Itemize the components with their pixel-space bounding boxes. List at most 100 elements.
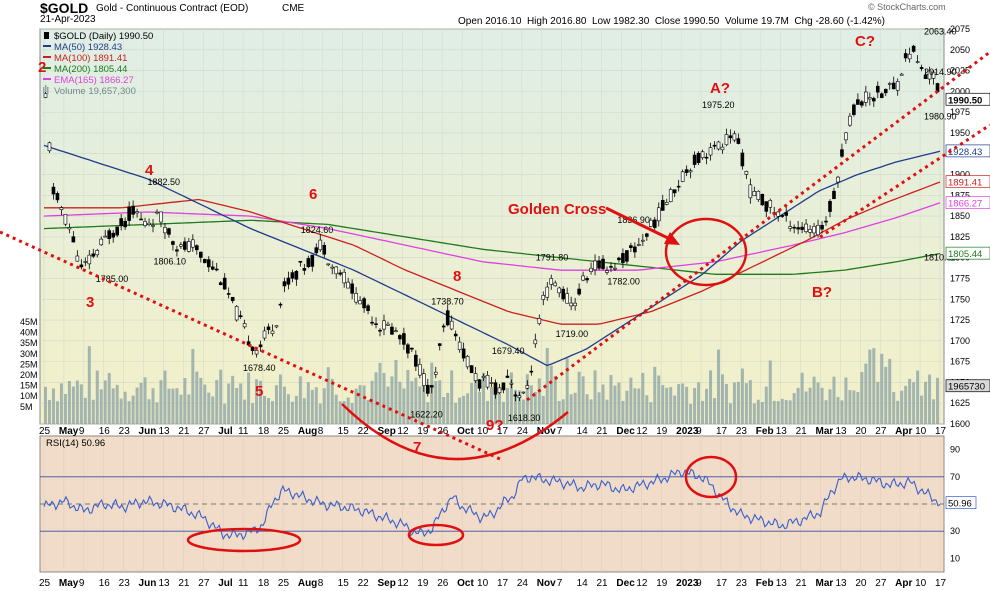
volume-bar	[736, 381, 740, 424]
volume-bar	[406, 369, 410, 424]
price-axis-tick: 1600	[950, 419, 970, 429]
candle-body	[370, 321, 374, 324]
volume-bar	[458, 397, 462, 424]
volume-bar	[318, 403, 322, 424]
candle-body	[75, 255, 80, 262]
price-axis-tick: 1775	[950, 273, 970, 283]
x-axis-tick: 13	[776, 426, 788, 437]
volume-bar	[876, 381, 880, 424]
ma200-line	[43, 219, 941, 275]
volume-bar	[179, 394, 183, 424]
volume-bar	[442, 396, 446, 424]
price-axis-tick: 1975	[950, 107, 970, 117]
rsi-x-axis-tick: 21	[796, 578, 808, 589]
x-axis-tick: 10	[477, 426, 489, 437]
volume-bar	[844, 377, 848, 424]
x-axis-tick: 27	[198, 426, 210, 437]
candle-body	[183, 241, 187, 250]
volume-bar	[215, 379, 219, 424]
bottom-arc	[341, 403, 569, 461]
volume-bar	[123, 391, 127, 424]
volume-bar	[529, 385, 533, 424]
rsi-x-axis-tick: 19	[656, 578, 668, 589]
candle-body	[477, 379, 482, 389]
candle-body	[868, 97, 872, 100]
volume-bar	[816, 382, 820, 424]
candle-body	[509, 382, 514, 385]
candle-body	[473, 373, 478, 381]
candle-body	[87, 254, 92, 265]
candle-body	[816, 225, 820, 236]
x-axis-tick: 9	[79, 426, 85, 437]
rsi-x-axis-tick: 24	[517, 578, 529, 589]
candle-body	[155, 211, 159, 214]
volume-bar	[613, 385, 617, 424]
candle-body	[119, 218, 123, 227]
volume-bar	[756, 399, 760, 424]
volume-bar	[103, 380, 107, 424]
volume-bar	[565, 358, 569, 424]
volume-bar	[593, 370, 597, 424]
x-axis-tick: Dec	[616, 426, 635, 437]
candle-body	[330, 266, 335, 269]
candle-body	[501, 382, 506, 391]
candle-body	[206, 259, 211, 268]
volume-bar	[175, 388, 179, 424]
candle-body	[218, 282, 223, 286]
volume-bar	[661, 385, 665, 424]
volume-bar	[645, 395, 649, 424]
volume-bar	[470, 383, 474, 424]
volume-bar	[788, 400, 792, 424]
volume-bar	[386, 386, 390, 424]
candle-body	[79, 264, 84, 268]
candle-body	[286, 277, 291, 285]
x-axis-tick: 13	[835, 426, 847, 437]
rsi-x-axis-tick: 17	[497, 578, 509, 589]
volume-bar	[211, 396, 215, 424]
x-axis-tick: 18	[258, 426, 270, 437]
volume-bar	[804, 391, 808, 424]
candle-body	[453, 333, 458, 337]
x-axis-tick: 23	[736, 426, 748, 437]
wave-label-5: 5	[255, 383, 263, 400]
volume-bar	[87, 346, 91, 424]
candle-body	[107, 230, 112, 240]
rsi-x-axis-tick: 17	[716, 578, 728, 589]
volume-bar	[701, 400, 705, 424]
down-trendline	[0, 230, 501, 461]
volume-bar	[259, 380, 263, 424]
candle-body	[664, 202, 669, 205]
rsi-x-axis-tick: 14	[577, 578, 589, 589]
volume-bar	[724, 384, 728, 424]
candle-body	[852, 104, 856, 115]
rsi-x-axis-tick: Dec	[616, 578, 635, 589]
candle-body	[748, 184, 753, 199]
volume-bar	[653, 366, 657, 424]
volume-bar	[490, 387, 494, 424]
rsi-x-axis-tick: 10	[915, 578, 927, 589]
candle-body	[724, 134, 729, 146]
rsi-x-axis-tick: 18	[258, 578, 270, 589]
candle-body	[796, 227, 800, 230]
volume-bar	[83, 397, 87, 424]
price-label: 1679.40	[492, 346, 525, 356]
rsi-x-axis-tick: 20	[855, 578, 867, 589]
volume-bar	[334, 394, 338, 424]
volume-bar	[888, 358, 892, 424]
rsi-axis-tick: 30	[950, 526, 960, 536]
volume-bar	[573, 392, 577, 424]
candle-body	[704, 156, 709, 159]
volume-bar	[195, 371, 199, 424]
volume-bar	[900, 390, 904, 424]
volume-bar	[235, 388, 239, 424]
candle-body	[262, 330, 267, 339]
wave-label-c: C?	[855, 33, 875, 50]
price-axis-tick: 1725	[950, 315, 970, 325]
volume-bar	[868, 349, 872, 424]
rsi-x-axis-tick: 15	[338, 578, 350, 589]
candle-body	[648, 219, 653, 227]
volume-bar	[932, 399, 936, 424]
volume-bar	[501, 401, 505, 424]
volume-bar	[450, 370, 454, 424]
price-label: 1719.00	[556, 329, 589, 339]
